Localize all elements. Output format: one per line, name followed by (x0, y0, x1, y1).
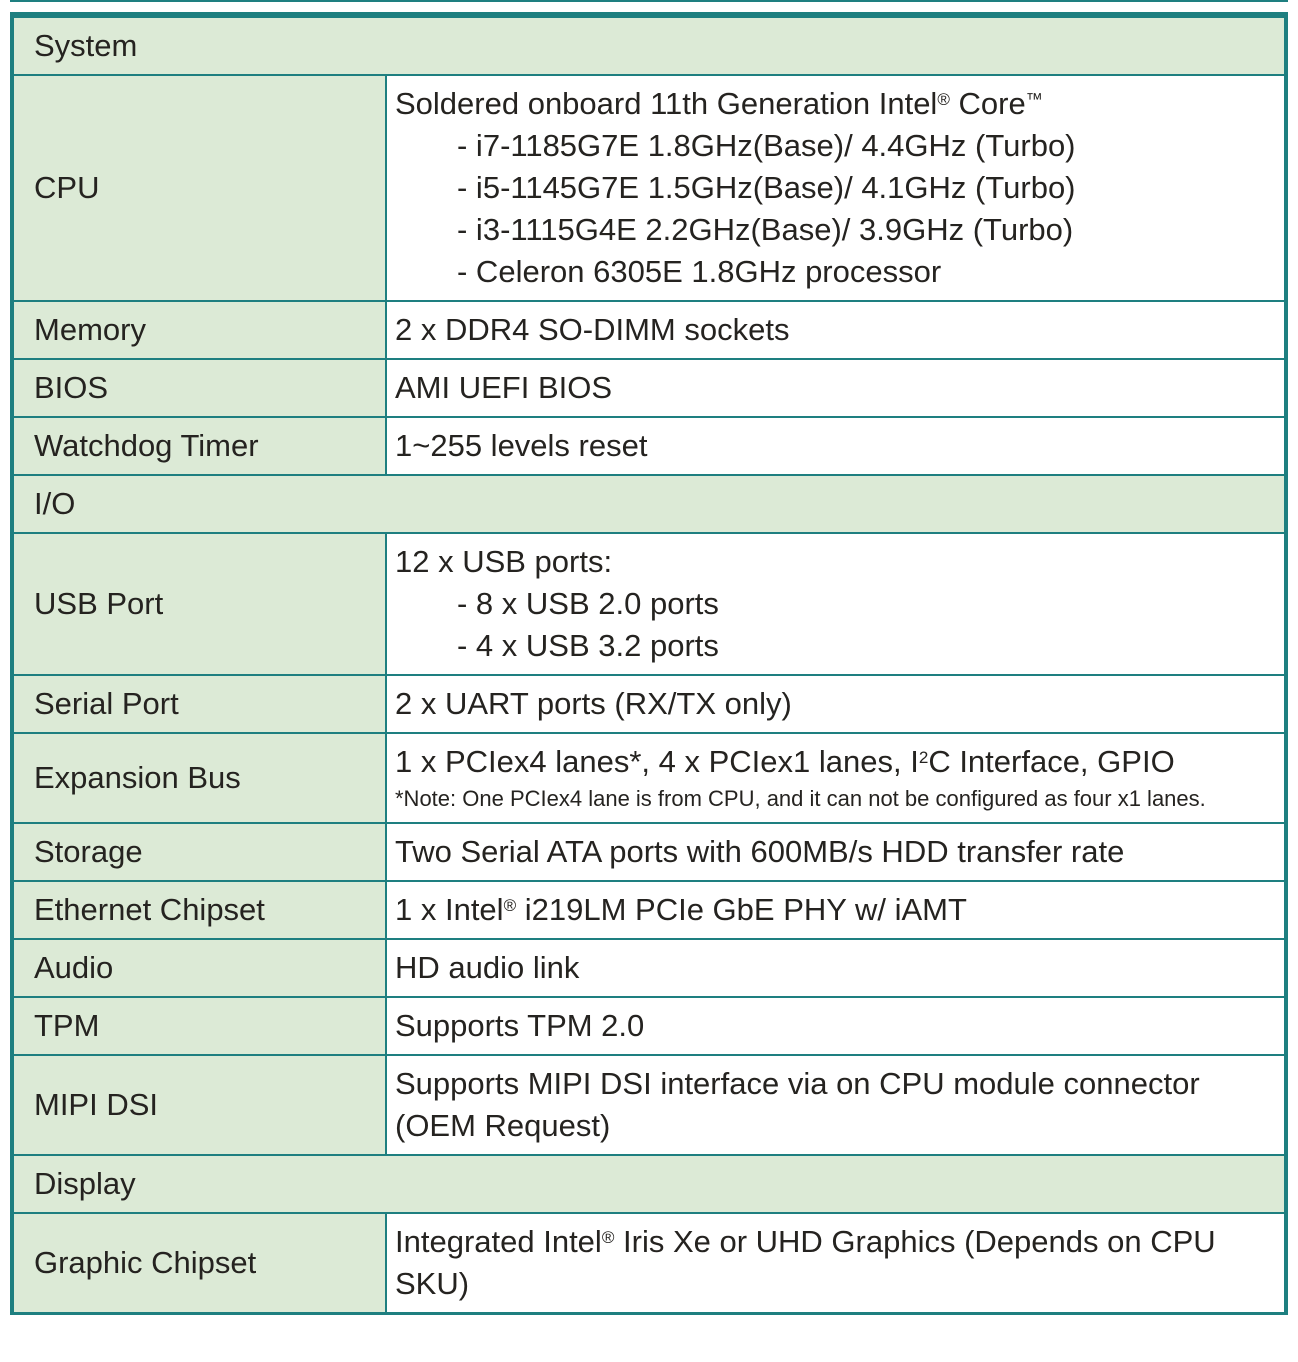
spec-label: USB Port (34, 586, 164, 621)
spec-label-cell: Ethernet Chipset (14, 882, 387, 938)
spec-row: MIPI DSI Supports MIPI DSI interface via … (14, 1056, 1284, 1156)
spec-line: 12 x USB ports: (395, 544, 613, 579)
spec-label: Graphic Chipset (34, 1245, 257, 1280)
spec-row: Audio HD audio link (14, 940, 1284, 998)
spec-label-cell: Storage (14, 824, 387, 880)
spec-line: - i7-1185G7E 1.8GHz(Base)/ 4.4GHz (Turbo… (457, 128, 1076, 163)
spec-label: Memory (34, 312, 146, 347)
spec-row: Storage Two Serial ATA ports with 600MB/s… (14, 824, 1284, 882)
spec-row: TPM Supports TPM 2.0 (14, 998, 1284, 1056)
spec-line: 1 x Intel® i219LM PCIe GbE PHY w/ iAMT (395, 892, 967, 927)
spec-label-cell: TPM (14, 998, 387, 1054)
section-header-row: I/O (14, 476, 1284, 534)
spec-line: Supports TPM 2.0 (395, 1008, 645, 1043)
spec-row: USB Port 12 x USB ports: - 8 x USB 2.0 por… (14, 534, 1284, 676)
spec-value-cell: 2 x DDR4 SO-DIMM sockets (387, 302, 1284, 358)
spec-line: Soldered onboard 11th Generation Intel® … (395, 86, 1043, 121)
spec-line: 2 x DDR4 SO-DIMM sockets (395, 312, 790, 347)
section-title: Display (34, 1166, 136, 1201)
spec-table: System CPU Soldered onboard 11th Generatio… (10, 12, 1288, 1315)
spec-label: Watchdog Timer (34, 428, 259, 463)
spec-label: TPM (34, 1008, 100, 1043)
spec-label: Serial Port (34, 686, 179, 721)
spec-label: Storage (34, 834, 143, 869)
spec-label-cell: Watchdog Timer (14, 418, 387, 474)
spec-row: Watchdog Timer 1~255 levels reset (14, 418, 1284, 476)
spec-label-cell: USB Port (14, 534, 387, 674)
section-header-row: Display (14, 1156, 1284, 1214)
spec-value-cell: AMI UEFI BIOS (387, 360, 1284, 416)
spec-label: CPU (34, 170, 100, 205)
spec-line: 2 x UART ports (RX/TX only) (395, 686, 792, 721)
section-title: I/O (34, 486, 76, 521)
spec-label-cell: CPU (14, 76, 387, 300)
spec-label-cell: Graphic Chipset (14, 1214, 387, 1312)
spec-line: - 4 x USB 3.2 ports (457, 628, 719, 663)
spec-value-cell: Supports TPM 2.0 (387, 998, 1284, 1054)
spec-row: Memory 2 x DDR4 SO-DIMM sockets (14, 302, 1284, 360)
spec-note-line: *Note: One PCIex4 lane is from CPU, and … (395, 786, 1206, 811)
spec-label-cell: Audio (14, 940, 387, 996)
spec-value-cell: HD audio link (387, 940, 1284, 996)
spec-value-cell: 2 x UART ports (RX/TX only) (387, 676, 1284, 732)
top-crop-line (10, 0, 1288, 2)
spec-line: - i3-1115G4E 2.2GHz(Base)/ 3.9GHz (Turbo… (457, 212, 1074, 247)
section-title: System (34, 28, 138, 63)
spec-line: Two Serial ATA ports with 600MB/s HDD tr… (395, 834, 1125, 869)
spec-value-cell: 1~255 levels reset (387, 418, 1284, 474)
spec-label: Expansion Bus (34, 760, 241, 795)
spec-value-cell: 12 x USB ports: - 8 x USB 2.0 ports - 4 x … (387, 534, 1284, 674)
spec-line: 1~255 levels reset (395, 428, 648, 463)
spec-label: BIOS (34, 370, 109, 405)
spec-value-cell: Soldered onboard 11th Generation Intel® … (387, 76, 1284, 300)
spec-line: Supports MIPI DSI interface via on CPU m… (395, 1066, 1200, 1143)
spec-value-cell: 1 x PCIex4 lanes*, 4 x PCIex1 lanes, I2C… (387, 734, 1284, 822)
spec-row: CPU Soldered onboard 11th Generation Inte… (14, 76, 1284, 302)
spec-line: - i5-1145G7E 1.5GHz(Base)/ 4.1GHz (Turbo… (457, 170, 1076, 205)
spec-value-cell: Supports MIPI DSI interface via on CPU m… (387, 1056, 1284, 1154)
spec-line: HD audio link (395, 950, 580, 985)
spec-row: BIOS AMI UEFI BIOS (14, 360, 1284, 418)
spec-line: Integrated Intel® Iris Xe or UHD Graphic… (395, 1224, 1216, 1301)
section-header-row: System (14, 18, 1284, 76)
spec-label: Ethernet Chipset (34, 892, 265, 927)
spec-label-cell: MIPI DSI (14, 1056, 387, 1154)
spec-value-cell: Integrated Intel® Iris Xe or UHD Graphic… (387, 1214, 1284, 1312)
spec-line: AMI UEFI BIOS (395, 370, 613, 405)
spec-row: Graphic Chipset Integrated Intel® Iris Xe… (14, 1214, 1284, 1312)
spec-label-cell: BIOS (14, 360, 387, 416)
spec-line: - 8 x USB 2.0 ports (457, 586, 719, 621)
spec-label-cell: Expansion Bus (14, 734, 387, 822)
spec-value-cell: Two Serial ATA ports with 600MB/s HDD tr… (387, 824, 1284, 880)
spec-line: 1 x PCIex4 lanes*, 4 x PCIex1 lanes, I2C… (395, 744, 1175, 779)
spec-label-cell: Serial Port (14, 676, 387, 732)
spec-label: MIPI DSI (34, 1087, 159, 1122)
spec-row: Serial Port 2 x UART ports (RX/TX only) (14, 676, 1284, 734)
spec-label-cell: Memory (14, 302, 387, 358)
spec-value-cell: 1 x Intel® i219LM PCIe GbE PHY w/ iAMT (387, 882, 1284, 938)
spec-row: Ethernet Chipset 1 x Intel® i219LM PCIe G… (14, 882, 1284, 940)
spec-line: - Celeron 6305E 1.8GHz processor (457, 254, 942, 289)
spec-row: Expansion Bus 1 x PCIex4 lanes*, 4 x PCIe… (14, 734, 1284, 824)
spec-label: Audio (34, 950, 114, 985)
